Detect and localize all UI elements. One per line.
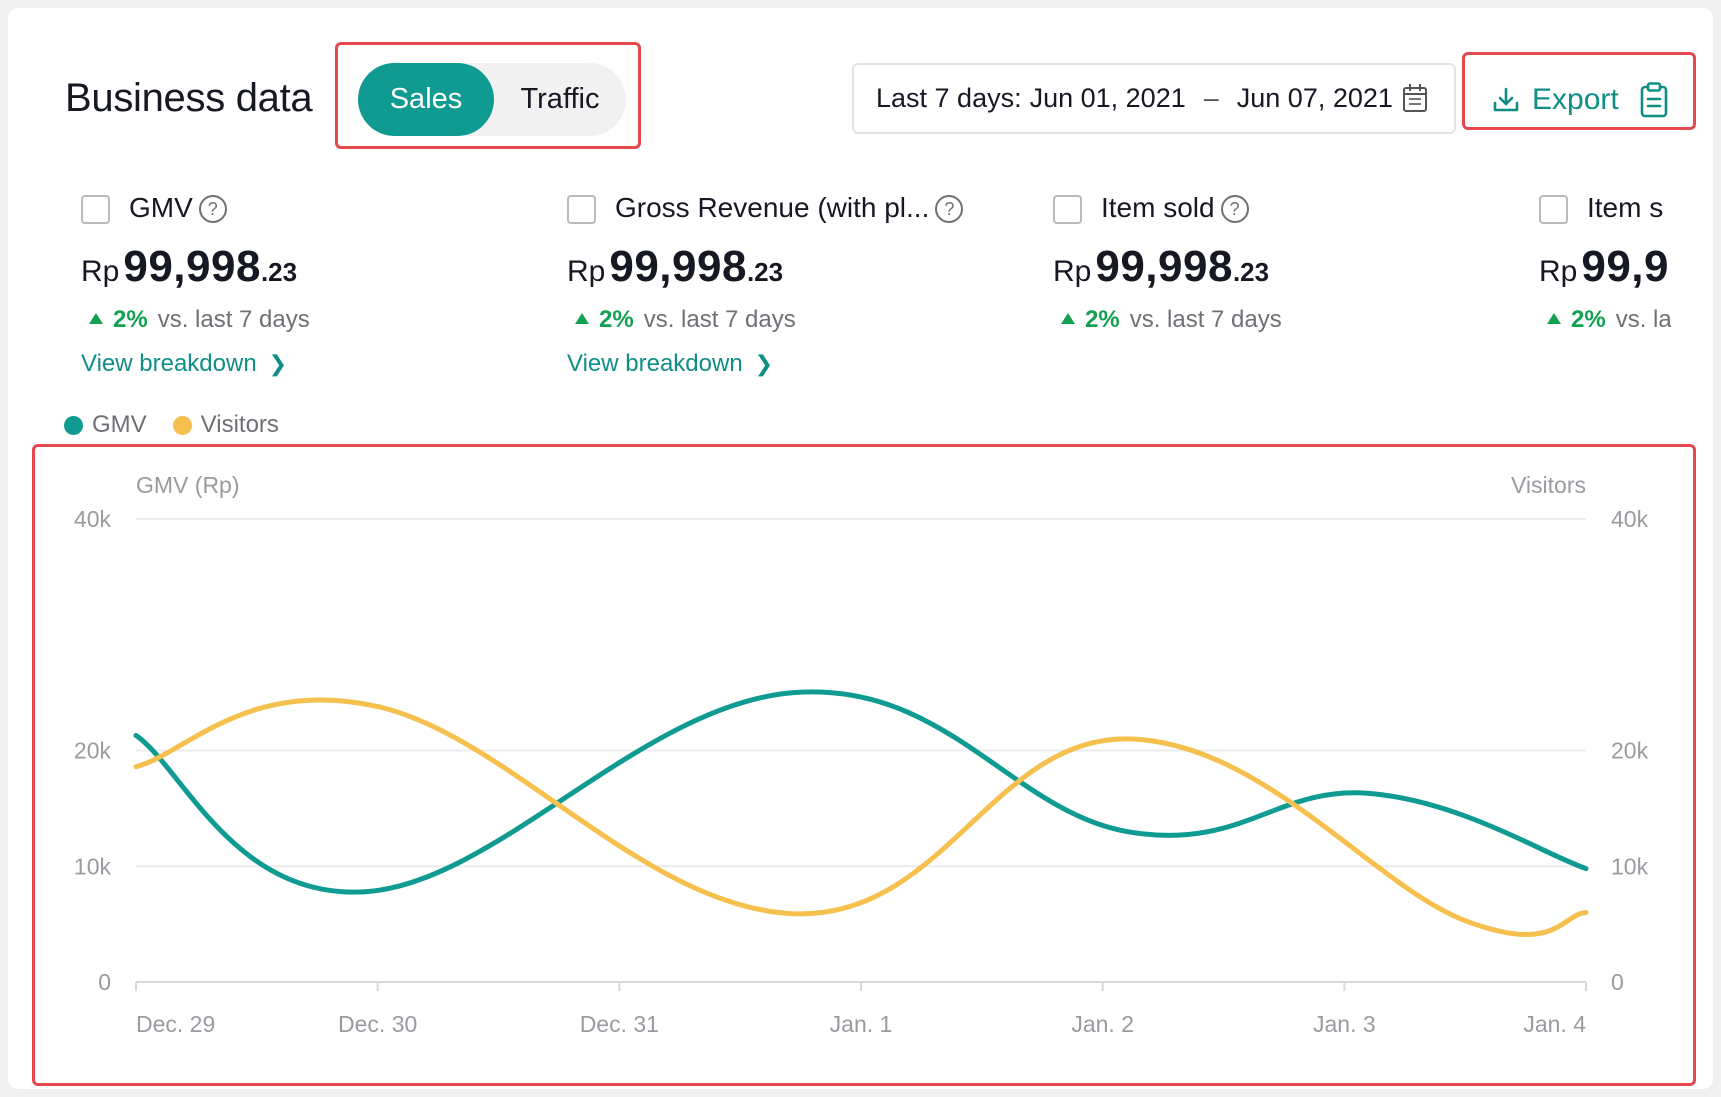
metric-currency: Rp [1053,255,1092,288]
metric-gross-revenue: Gross Revenue (with pl...? Rp99,998.23 2… [567,192,1027,392]
x-tick-label: Dec. 29 [136,1011,215,1037]
clipboard-icon[interactable] [1639,82,1669,118]
metric-label: GMV [129,192,193,223]
view-breakdown-label: View breakdown [81,350,257,377]
arrow-up-icon [575,313,589,324]
metric-checkbox[interactable] [567,195,596,224]
date-range-label: Last 7 days: [876,83,1022,113]
metric-checkbox[interactable] [81,195,110,224]
download-icon [1493,87,1519,112]
metric-value-main: 99,9 [1581,242,1669,291]
export-label: Export [1532,83,1619,116]
metric-value-main: 99,998 [123,242,261,291]
metric-change-percent: 2% [1085,306,1120,333]
series-line-visitors [133,697,1589,938]
help-icon[interactable]: ? [935,195,964,223]
metric-currency: Rp [567,255,606,288]
y-axis-left-label: GMV (Rp) [136,472,240,498]
date-range-picker[interactable]: Last 7 days: Jun 01, 2021 – Jun 07, 2021 [852,63,1456,134]
calendar-icon[interactable] [1402,83,1428,113]
arrow-up-icon [1547,313,1561,324]
x-tick-label: Jan. 4 [1523,1011,1586,1037]
sales-traffic-toggle[interactable]: Sales Traffic [358,63,626,136]
metric-value: Rp99,998.23 [81,242,297,292]
y-tick-left: 10k [74,853,112,879]
legend-item-visitors[interactable]: Visitors [172,411,279,439]
view-breakdown-link[interactable]: View breakdown ❯ [567,350,773,378]
chevron-right-icon: ❯ [754,351,774,376]
y-tick-right: 0 [1611,969,1624,995]
date-range-end: Jun 07, 2021 [1236,83,1393,113]
series-line-gmv [133,689,1589,895]
metric-value: Rp99,9 [1539,242,1669,292]
date-range-start: Jun 01, 2021 [1029,83,1186,113]
tab-sales[interactable]: Sales [358,63,494,136]
x-tick-label: Dec. 31 [580,1011,659,1037]
arrow-up-icon [89,313,103,324]
metric-change-percent: 2% [599,306,634,333]
metric-gmv: GMV? Rp99,998.23 2% vs. last 7 days View … [81,192,541,392]
y-tick-left: 0 [98,969,111,995]
metric-value-decimal: .23 [260,257,298,287]
x-tick-label: Jan. 3 [1313,1011,1376,1037]
help-icon[interactable]: ? [198,195,227,223]
metric-checkbox[interactable] [1539,195,1568,224]
metric-change: 2% vs. last 7 days [1061,306,1282,334]
metric-value-main: 99,998 [609,242,747,291]
chart-legend: GMV Visitors [64,411,305,439]
chevron-right-icon: ❯ [268,351,288,376]
y-tick-left: 40k [74,506,112,532]
metric-value-decimal: .23 [746,257,784,287]
date-range-separator: – [1203,83,1219,113]
metric-currency: Rp [81,255,120,288]
metric-item-sold: Item sold? Rp99,998.23 2% vs. last 7 days [1053,192,1493,392]
metric-change-percent: 2% [113,306,148,333]
y-tick-left: 20k [74,738,112,764]
export-button[interactable]: Export [1492,78,1619,122]
y-tick-right: 40k [1611,506,1649,532]
metric-change-text: vs. last 7 days [643,306,796,333]
y-tick-right: 20k [1611,738,1649,764]
metric-change: 2% vs. last 7 days [575,306,796,334]
y-tick-right: 10k [1611,853,1649,879]
legend-swatch [64,415,83,435]
metric-checkbox[interactable] [1053,195,1082,224]
metric-value-decimal: .23 [1232,257,1270,287]
metric-change-text: vs. last 7 days [157,306,310,333]
help-icon[interactable]: ? [1220,195,1249,223]
x-tick-label: Jan. 2 [1071,1011,1134,1037]
metric-change: 2% vs. la [1547,306,1671,334]
gmv-visitors-line-chart: GMV (Rp) Visitors 0 0 10k 10k 20k 20k 40k 40k De… [74,472,1649,1037]
business-data-card: Business data Sales Traffic Last 7 days:… [8,8,1713,1089]
legend-label: GMV [92,411,147,438]
legend-item-gmv[interactable]: GMV [64,411,147,439]
view-breakdown-label: View breakdown [567,350,743,377]
y-axis-right-label: Visitors [1511,472,1586,498]
metric-change: 2% vs. last 7 days [89,306,310,334]
legend-swatch [172,415,192,435]
tab-traffic[interactable]: Traffic [520,83,600,115]
x-tick-label: Dec. 30 [338,1011,417,1037]
metric-change-text: vs. la [1615,306,1671,333]
chart-highlight-box [32,444,1696,1086]
arrow-up-icon [1061,313,1075,324]
metric-change-text: vs. last 7 days [1129,306,1282,333]
metric-change-percent: 2% [1571,306,1606,333]
page-title: Business data [65,76,313,120]
metric-item-partial: Item s Rp99,9 2% vs. la [1539,192,1671,392]
x-tick-label: Jan. 1 [830,1011,893,1037]
legend-label: Visitors [200,411,279,438]
metric-currency: Rp [1539,255,1578,288]
metric-value: Rp99,998.23 [1053,242,1269,292]
metric-label: Item s [1587,192,1664,223]
metric-label: Gross Revenue (with pl... [615,192,930,223]
metric-value-main: 99,998 [1095,242,1233,291]
view-breakdown-link[interactable]: View breakdown ❯ [81,350,287,378]
metric-value: Rp99,998.23 [567,242,783,292]
metric-label: Item sold [1101,192,1215,223]
